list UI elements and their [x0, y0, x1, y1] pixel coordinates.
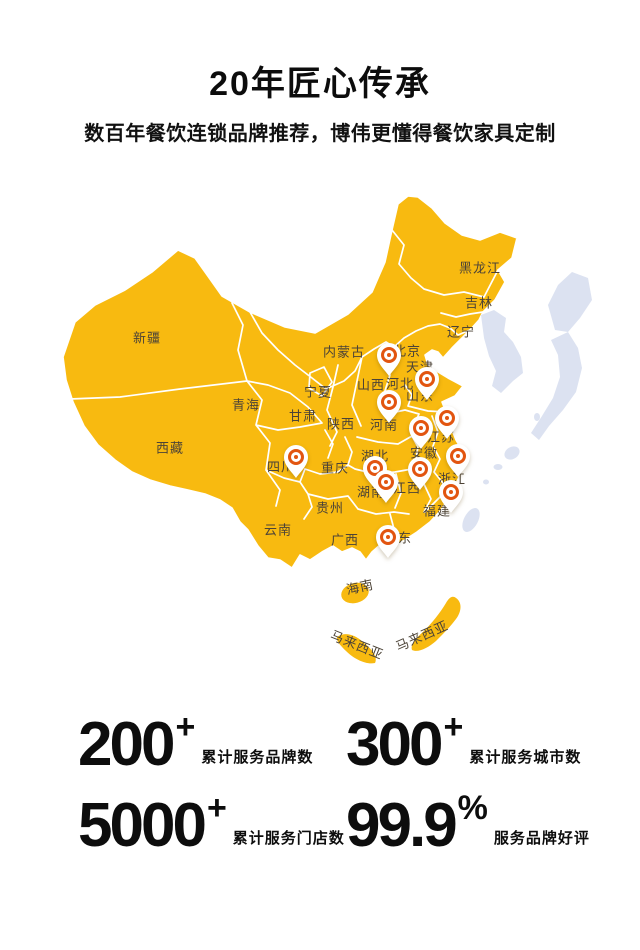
province-label: 四川 [266, 459, 296, 475]
province-label: 北京 [392, 343, 422, 359]
province-label: 马来西亚 [328, 627, 386, 663]
stat-number: 200 [78, 710, 175, 779]
province-label: 云南 [263, 522, 293, 538]
malaysia-west-shape [336, 634, 376, 664]
stat-label: 累计服务门店数 [232, 830, 345, 848]
province-label: 吉林 [464, 295, 494, 311]
hainan-island [341, 582, 369, 604]
province-labels-layer: 新疆内蒙古 黑龙江吉林辽宁北京 天津 河北 山西山东 宁夏青海甘肃 陕西 河南江苏西藏 安徽四川… [0, 185, 640, 705]
taiwan-shape [462, 508, 480, 532]
province-label: 河南 [369, 417, 399, 433]
province-label: 湖北 [360, 448, 390, 464]
province-label: 安徽 [409, 445, 439, 461]
province-label: 江苏 [426, 429, 456, 445]
province-label: 浙江 [437, 471, 467, 487]
page-title: 20年匠心传承 [209, 65, 431, 103]
malaysia-east-shape [411, 596, 461, 651]
province-label: 甘肃 [288, 408, 318, 424]
province-label: 江西 [392, 480, 422, 496]
japan-honshu-shape [531, 332, 582, 440]
stat-item-rating: 99.9% 服务品牌好评 [346, 789, 636, 861]
province-label: 西藏 [155, 440, 185, 456]
ryukyu-island-1 [493, 464, 503, 470]
stat-value: 99.9% [346, 789, 488, 861]
china-mainland-shape [62, 195, 518, 569]
stat-item-cities: 300 + 累计服务城市数 [346, 708, 636, 779]
province-label: 天津 [405, 359, 435, 375]
province-label: 广西 [330, 532, 360, 548]
province-label: 重庆 [320, 460, 350, 476]
stat-item-stores: 5000 + 累计服务门店数 [78, 789, 346, 861]
province-label: 马来西亚 [393, 617, 451, 655]
province-label: 湖南 [356, 484, 386, 500]
japan-kyushu-shape [504, 446, 520, 460]
province-label: 宁夏 [303, 384, 333, 400]
stat-item-brands: 200 + 累计服务品牌数 [78, 708, 346, 779]
province-label: 山西 [356, 377, 386, 393]
stat-suffix: + [443, 708, 464, 746]
province-label: 新疆 [132, 330, 162, 346]
stats-grid: 200 + 累计服务品牌数 300 + 累计服务城市数 5000 + 累计服务门店数 … [0, 708, 640, 861]
province-label: 福建 [422, 503, 452, 519]
province-label: 内蒙古 [322, 344, 366, 360]
korea-shape [481, 310, 523, 393]
stat-value: 200 + [78, 708, 196, 779]
province-label: 广东 [383, 530, 413, 546]
province-label: 海南 [344, 576, 376, 598]
stat-number: 99.9 [346, 791, 458, 861]
stat-number: 300 [346, 710, 443, 779]
province-label: 河北 [385, 376, 415, 392]
stat-number: 5000 [78, 791, 207, 861]
header: 20年匠心传承 数百年餐饮连锁品牌推荐，博伟更懂得餐饮家具定制 [0, 64, 640, 146]
province-label: 陕西 [326, 416, 356, 432]
province-label: 青海 [231, 397, 261, 413]
province-label: 辽宁 [446, 324, 476, 340]
stat-suffix: % [457, 789, 488, 828]
province-label: 黑龙江 [458, 260, 502, 276]
stat-label: 累计服务品牌数 [201, 749, 314, 767]
stat-value: 300 + [346, 708, 464, 779]
stat-label: 累计服务城市数 [469, 749, 582, 767]
ryukyu-island-2 [483, 479, 489, 485]
stat-label: 服务品牌好评 [493, 830, 590, 848]
japan-hokkaido-shape [548, 272, 592, 332]
stat-suffix: + [206, 789, 227, 828]
province-label: 山东 [405, 388, 435, 404]
page-subtitle: 数百年餐饮连锁品牌推荐，博伟更懂得餐饮家具定制 [84, 122, 556, 145]
map-base-svg [62, 195, 592, 664]
china-map: 新疆内蒙古 黑龙江吉林辽宁北京 天津 河北 山西山东 宁夏青海甘肃 陕西 河南江苏西藏 安徽四川… [0, 185, 640, 705]
tsushima-island [534, 413, 540, 421]
stat-suffix: + [175, 708, 196, 746]
province-label: 贵州 [315, 500, 345, 516]
stat-value: 5000 + [78, 789, 227, 861]
